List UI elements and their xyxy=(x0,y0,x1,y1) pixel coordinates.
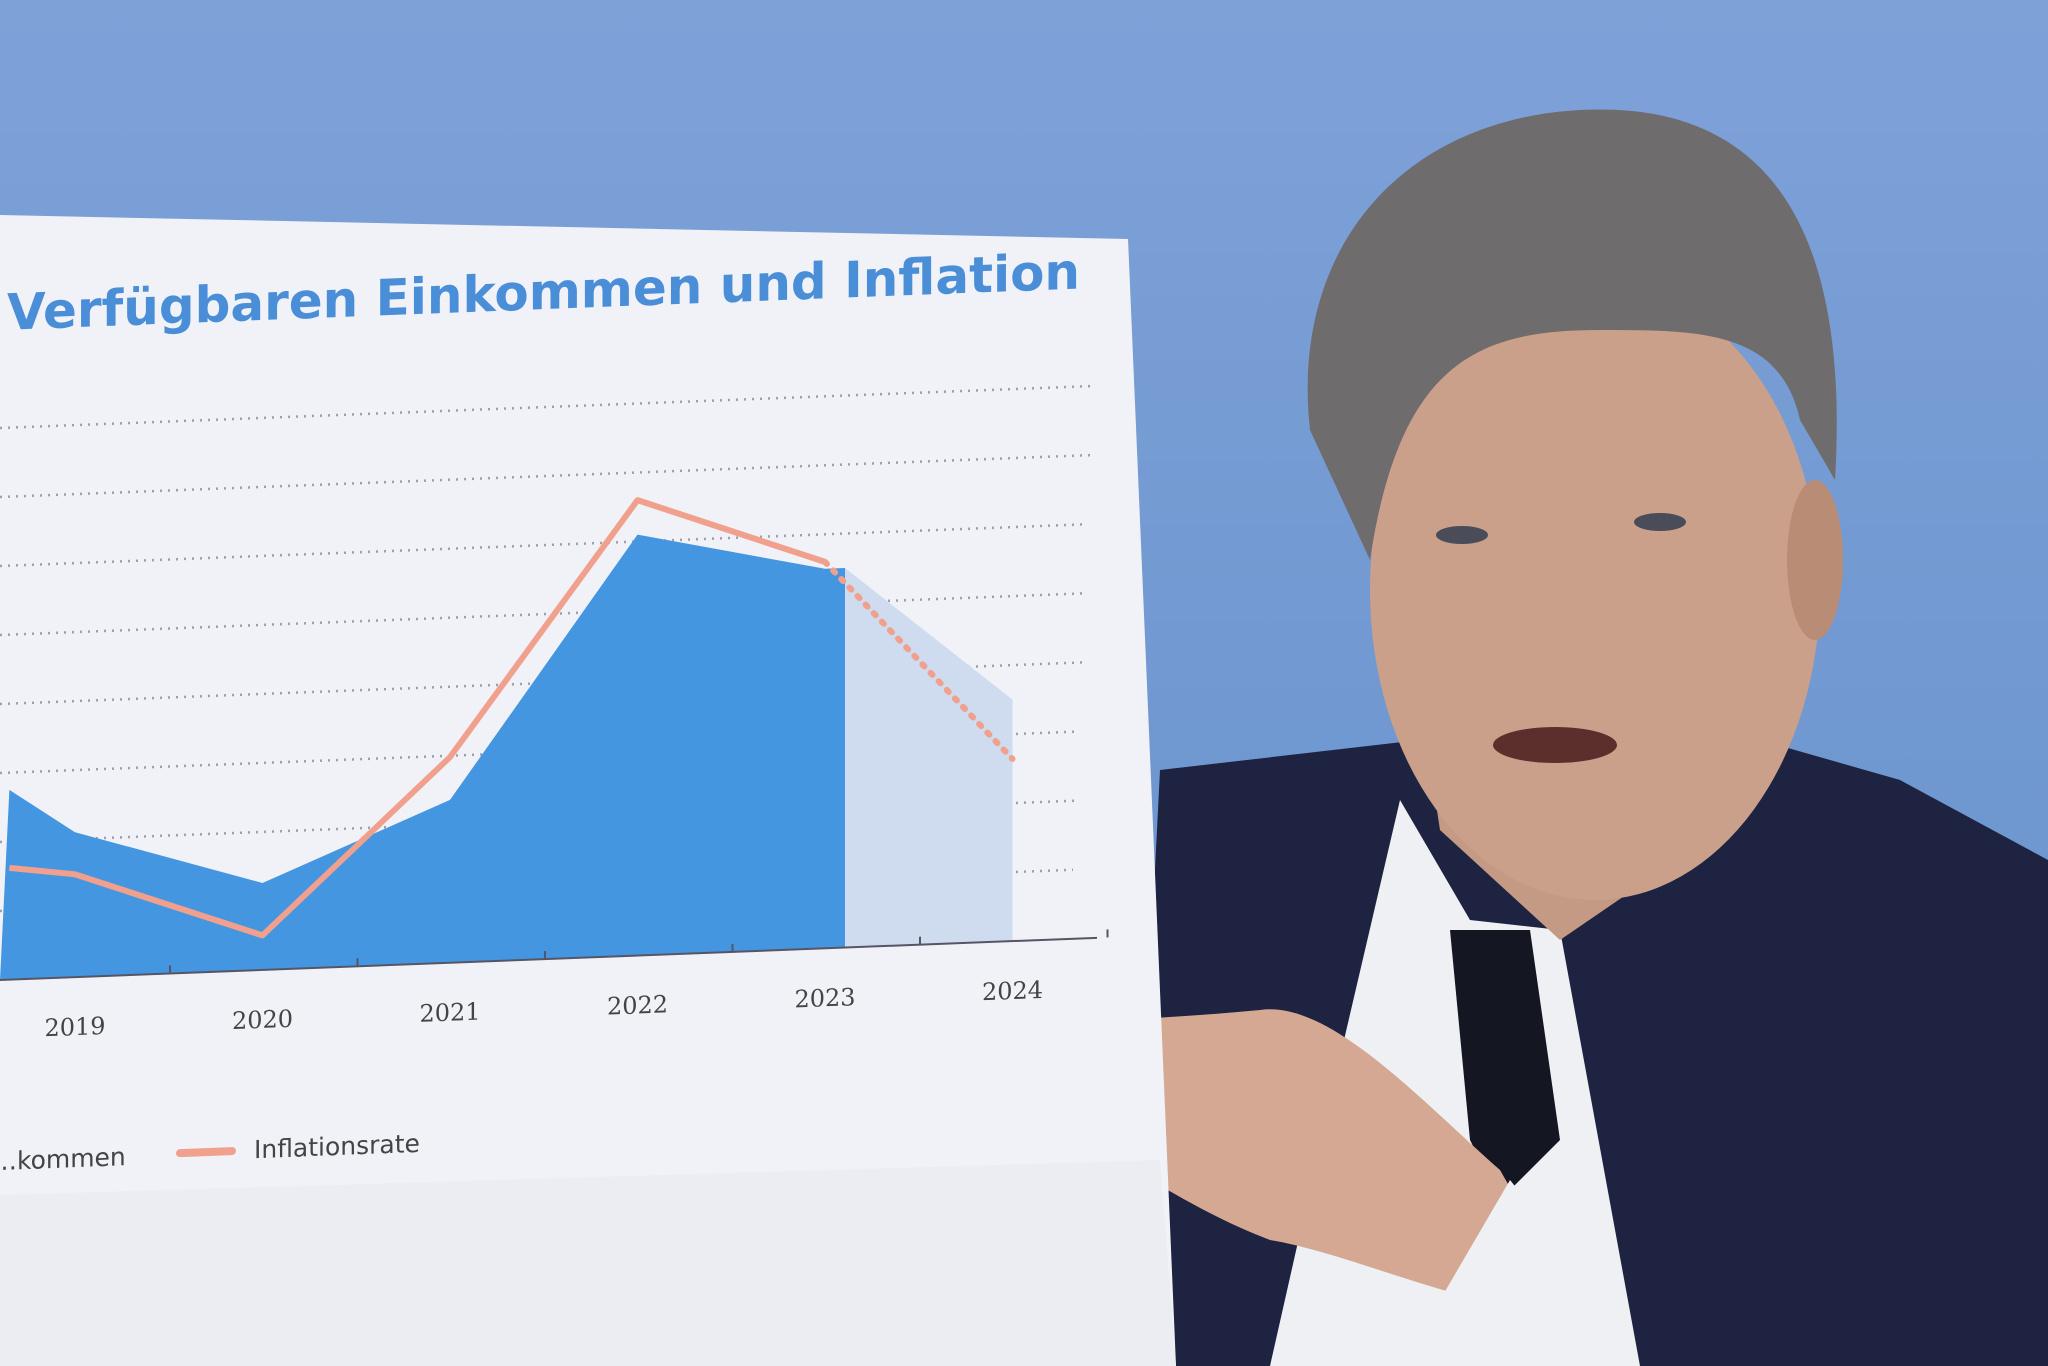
line-inflation-forecast xyxy=(822,558,1016,762)
x-tick-label-2020: 2020 xyxy=(232,1005,293,1035)
x-tick-label-2021: 2021 xyxy=(419,998,480,1028)
person xyxy=(957,109,2048,1366)
left-eye xyxy=(1436,526,1488,544)
x-tick-label-2024: 2024 xyxy=(982,976,1043,1006)
x-axis xyxy=(0,936,1097,981)
shirt-cuff xyxy=(1440,1180,1550,1310)
right-eye xyxy=(1634,513,1686,531)
gridline xyxy=(0,453,1091,499)
gridline xyxy=(0,592,1085,637)
chart-board: Verfügbaren Einkommen und Inflation 2019… xyxy=(0,215,1176,1366)
face xyxy=(1370,280,1820,900)
gridline xyxy=(0,522,1088,568)
legend-label-inflation: Inflationsrate xyxy=(254,1129,420,1164)
legend-label-einkommen: …kommen xyxy=(0,1142,126,1176)
tie xyxy=(1450,930,1560,1200)
x-tick-label-2023: 2023 xyxy=(794,983,855,1013)
legend-swatch-inflation xyxy=(176,1147,236,1158)
line-inflation xyxy=(8,497,827,939)
x-tick-label-2022: 2022 xyxy=(607,990,668,1020)
hair xyxy=(1307,109,1837,560)
area-einkommen xyxy=(0,534,845,980)
x-tick-label-2019: 2019 xyxy=(44,1012,105,1042)
mouth xyxy=(1493,727,1617,763)
board-lower-strip xyxy=(0,1160,1176,1366)
ear xyxy=(1787,480,1843,640)
area-forecast xyxy=(845,568,1013,948)
legend: …kommen Inflationsrate xyxy=(0,1129,420,1176)
